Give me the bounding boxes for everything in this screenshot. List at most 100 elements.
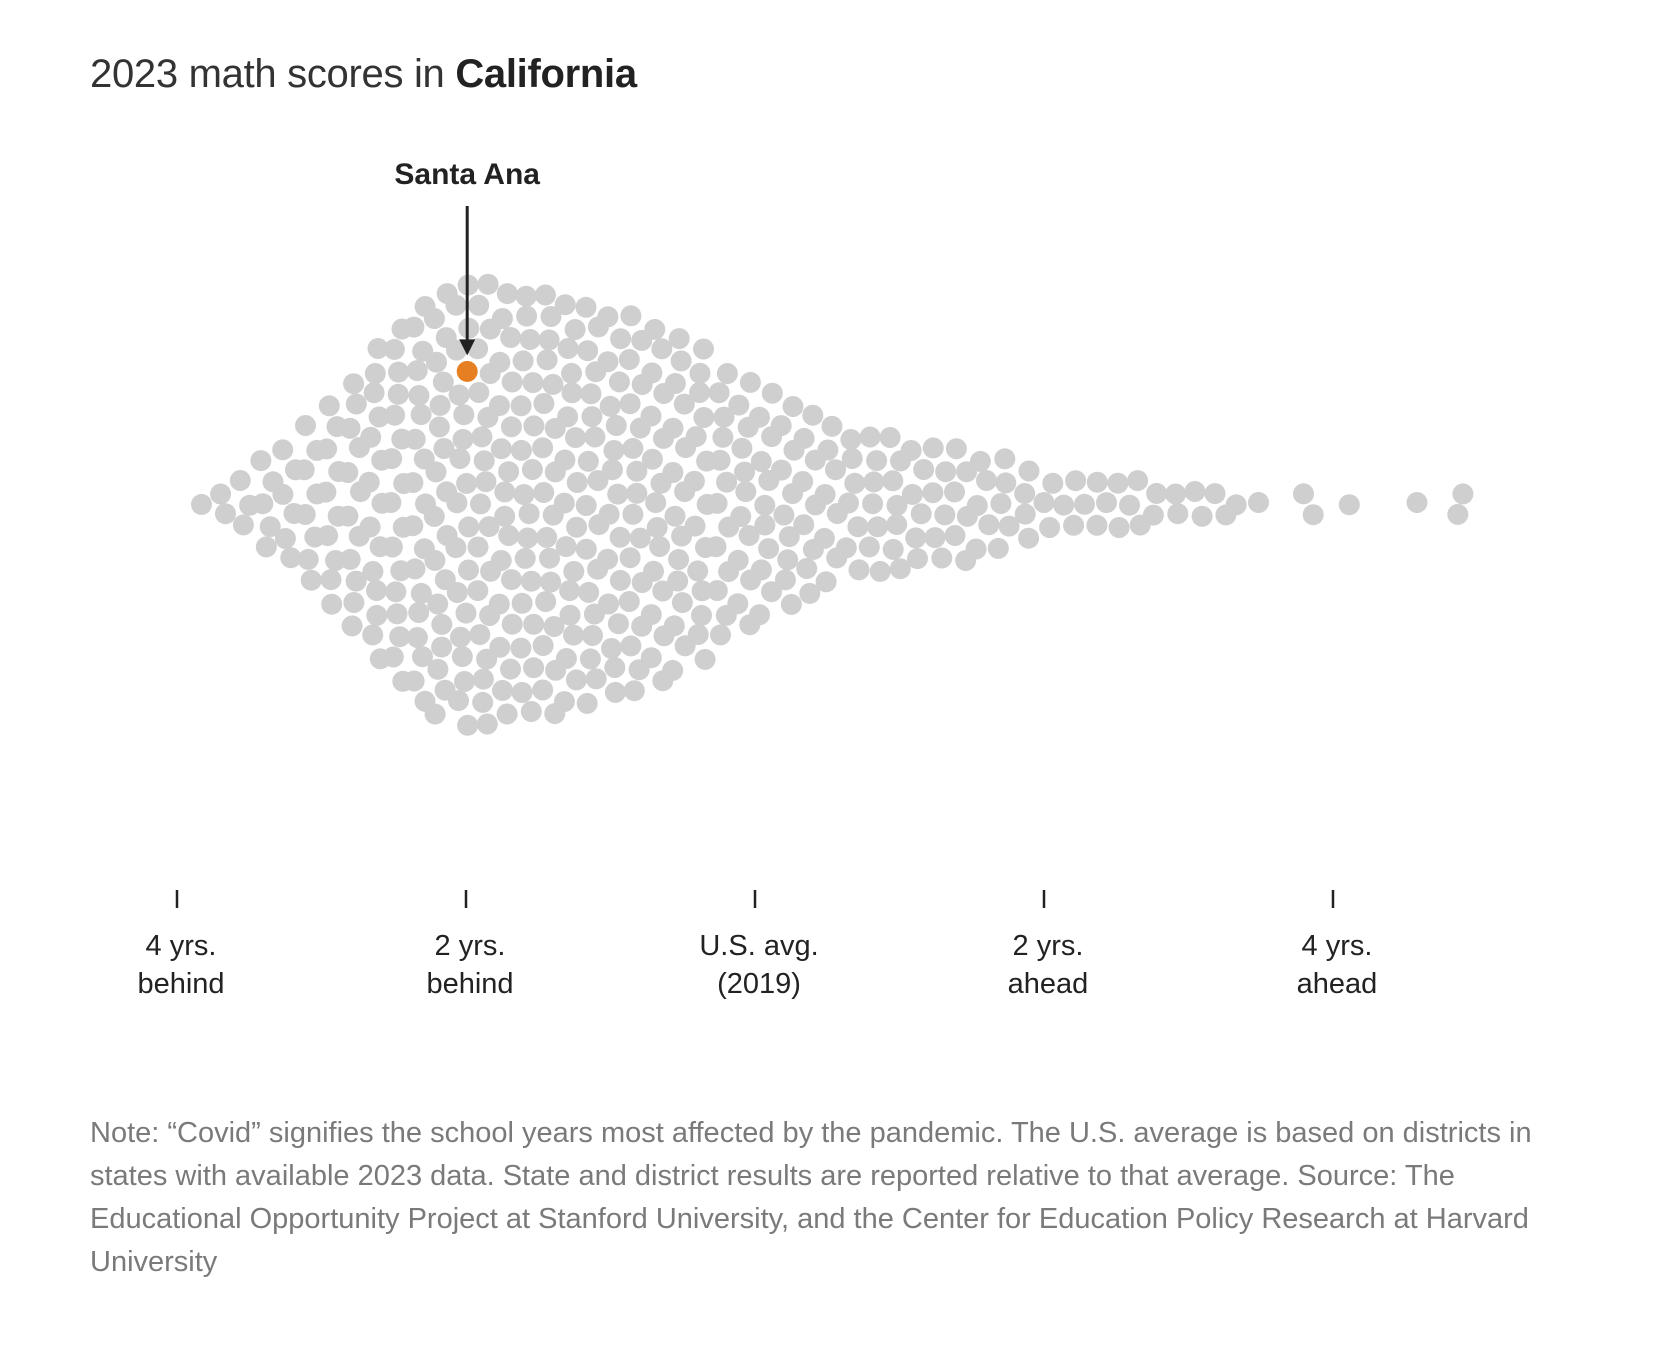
district-dot: [523, 613, 545, 635]
source-note: Note: “Covid” signifies the school years…: [90, 1117, 1532, 1278]
district-dot: [496, 283, 518, 305]
district-dot: [448, 690, 469, 712]
district-dot: [366, 604, 388, 626]
district-dot: [467, 536, 489, 558]
district-dot: [513, 484, 535, 505]
district-dot: [716, 363, 738, 384]
district-dot: [780, 593, 802, 615]
district-dot: [424, 549, 446, 571]
district-dot: [945, 438, 967, 460]
district-dot: [774, 569, 796, 591]
district-dot: [406, 360, 428, 382]
district-dot: [557, 338, 579, 359]
district-dot: [450, 626, 471, 648]
district-dot: [597, 548, 619, 570]
district-dot: [761, 382, 783, 404]
district-dot: [770, 415, 792, 437]
district-dot: [494, 481, 516, 503]
district-dot: [408, 385, 430, 406]
district-dot: [555, 536, 577, 558]
district-dot: [758, 538, 780, 560]
district-dot: [429, 394, 451, 416]
district-dot: [555, 648, 577, 669]
district-dot: [403, 316, 425, 338]
chart-title: 2023 math scores in California: [90, 52, 637, 97]
district-dot: [564, 319, 586, 340]
district-dot: [492, 679, 513, 701]
santa-ana-dot: [456, 360, 478, 382]
district-dot: [841, 448, 863, 469]
district-dot: [671, 592, 693, 614]
district-dot: [844, 472, 866, 494]
district-dot: [510, 637, 532, 659]
district-dot: [557, 406, 579, 428]
district-dot: [458, 516, 480, 538]
district-dot: [626, 460, 648, 482]
district-dot: [540, 571, 562, 593]
district-dot: [501, 613, 523, 635]
district-dot: [410, 404, 432, 426]
district-dot: [730, 506, 752, 527]
district-dot: [1018, 527, 1040, 549]
district-dot: [913, 459, 935, 480]
district-dot: [345, 570, 367, 592]
district-dot: [754, 494, 776, 516]
district-dot: [619, 547, 641, 569]
district-dot: [402, 472, 424, 494]
district-dot: [516, 305, 538, 327]
district-dot: [640, 647, 662, 669]
district-dot: [403, 670, 425, 692]
district-dot: [520, 570, 542, 592]
district-dot: [423, 308, 445, 329]
district-dot: [691, 604, 712, 626]
district-dot: [580, 383, 602, 405]
district-dot: [345, 393, 367, 415]
district-dot: [848, 559, 870, 581]
district-dot: [1447, 503, 1469, 525]
district-dot: [343, 373, 365, 395]
district-dot: [597, 306, 619, 328]
district-dot: [1042, 472, 1064, 494]
district-dot: [385, 581, 407, 603]
district-dot: [935, 461, 957, 483]
district-dot: [667, 570, 689, 592]
district-dot: [668, 549, 690, 570]
district-dot: [976, 470, 997, 491]
district-dot: [382, 646, 404, 668]
district-dot: [869, 560, 891, 582]
x-tick-label: 2 yrs.: [1013, 930, 1084, 962]
district-dot: [640, 604, 662, 626]
district-dot: [835, 537, 857, 559]
district-dot: [662, 659, 684, 681]
district-dot: [777, 549, 799, 571]
district-dot: [575, 495, 597, 516]
district-dot: [969, 450, 991, 472]
district-dot: [689, 362, 711, 384]
district-dot: [232, 514, 254, 536]
district-dot: [446, 339, 467, 361]
district-dot: [452, 428, 474, 450]
district-dot: [360, 426, 382, 448]
district-dot: [491, 308, 513, 329]
district-dot: [475, 471, 497, 493]
district-dot: [882, 538, 904, 560]
district-dot: [424, 703, 446, 725]
district-dot: [609, 569, 631, 591]
district-dot: [585, 668, 607, 690]
beeswarm-chart: Santa Ana 4 yrs. behind 2 yrs. behind U.S. a…: [137, 158, 1474, 1000]
district-dot: [886, 494, 908, 516]
district-dot: [577, 340, 599, 362]
district-dot: [386, 603, 408, 625]
district-dot: [584, 426, 606, 448]
district-dot: [601, 459, 623, 481]
x-tick-label: ahead: [1297, 968, 1378, 1000]
district-dot: [520, 701, 542, 722]
district-dot: [494, 505, 516, 527]
district-dot: [490, 550, 512, 571]
district-dot: [582, 625, 603, 646]
district-dot: [1191, 505, 1213, 527]
district-dot: [455, 602, 477, 624]
district-dot: [782, 396, 804, 417]
district-dot: [533, 482, 555, 503]
district-dot: [708, 382, 730, 404]
